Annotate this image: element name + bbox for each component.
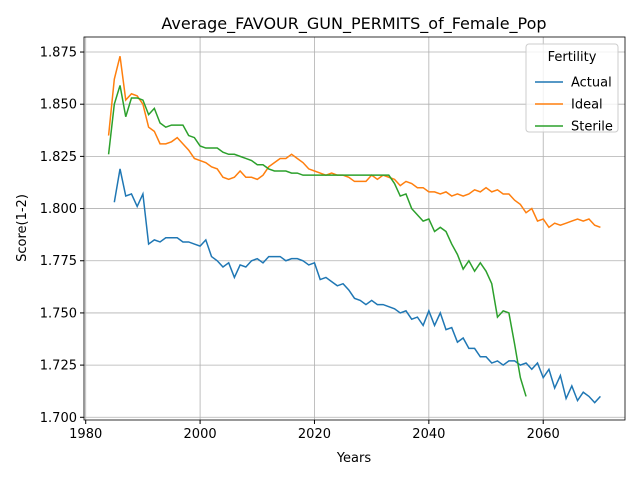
x-axis-label: Years <box>336 451 372 466</box>
y-tick-label: 1.825 <box>40 150 77 165</box>
y-tick-label: 1.725 <box>40 359 77 374</box>
x-tick-label: 2040 <box>412 427 445 442</box>
y-tick-label: 1.750 <box>40 306 77 321</box>
y-tick-label: 1.850 <box>40 98 77 113</box>
series-line <box>107 56 601 229</box>
x-tick-label: 2000 <box>184 427 217 442</box>
y-tick-label: 1.800 <box>40 202 77 217</box>
y-axis-label: Score(1-2) <box>15 194 30 262</box>
y-tick-label: 1.700 <box>40 411 77 426</box>
x-tick-label: 2060 <box>527 427 560 442</box>
legend-label: Sterile <box>571 120 613 135</box>
legend-title: Fertility <box>548 50 597 65</box>
y-tick-label: 1.775 <box>40 254 77 269</box>
x-tick-label: 2020 <box>298 427 331 442</box>
x-tick-label: 1980 <box>69 427 102 442</box>
y-tick-label: 1.875 <box>40 46 77 61</box>
legend-label: Actual <box>571 76 612 91</box>
series-line <box>107 85 527 397</box>
legend-box <box>525 43 619 133</box>
legend-label: Ideal <box>571 98 603 113</box>
series-line <box>113 168 601 404</box>
plot-frame <box>83 36 626 421</box>
chart-title: Average_FAVOUR_GUN_PERMITS_of_Female_Pop <box>161 14 546 34</box>
